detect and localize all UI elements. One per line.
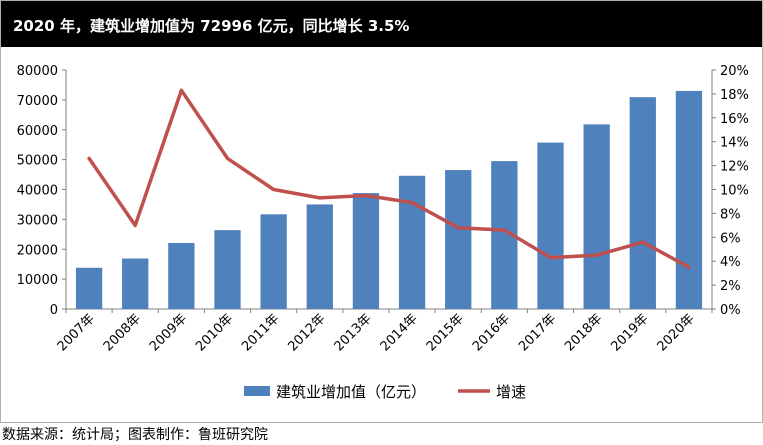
y-right-tick-label: 20% xyxy=(720,64,749,79)
y-left-tick-label: 40000 xyxy=(17,184,58,199)
line-point xyxy=(502,228,506,232)
combo-chart: 0 10000 20000 30000 40000 50000 60000 70000 8000… xyxy=(17,64,749,401)
legend-bar-swatch xyxy=(244,386,270,396)
bar xyxy=(122,258,149,309)
x-tick-label: 2015年 xyxy=(424,311,467,354)
y-left-tick-label: 0 xyxy=(50,303,58,318)
bar xyxy=(398,175,426,309)
y-left-tick-label: 80000 xyxy=(17,64,58,79)
y-right-tick-label: 8% xyxy=(720,207,741,222)
line-point xyxy=(641,240,645,244)
chart-title: 2020 年，建筑业增加值为 72996 亿元，同比增长 3.5% xyxy=(13,17,410,35)
bar xyxy=(537,142,564,309)
x-tick-label: 2020年 xyxy=(655,311,698,354)
y-left-tick-label: 50000 xyxy=(17,154,58,169)
x-tick-label: 2014年 xyxy=(378,311,421,354)
line-point xyxy=(318,196,322,200)
bar xyxy=(445,170,472,309)
line-point xyxy=(87,156,91,160)
line-point xyxy=(456,226,460,230)
title-bar: 2020 年，建筑业增加值为 72996 亿元，同比增长 3.5% xyxy=(1,1,762,47)
line-point xyxy=(687,265,691,269)
x-tick-label: 2007年 xyxy=(55,311,98,354)
line-point xyxy=(272,188,276,191)
bar-series xyxy=(75,90,703,309)
x-tick-label: 2009年 xyxy=(147,311,190,354)
line-point xyxy=(364,193,368,197)
y-right-tick-label: 16% xyxy=(720,112,749,127)
line-point xyxy=(549,256,552,260)
bar xyxy=(629,97,656,309)
y-left-tick-label: 30000 xyxy=(17,213,58,228)
x-tick-label: 2008年 xyxy=(101,311,144,354)
bar xyxy=(583,124,610,309)
line-point xyxy=(226,156,229,160)
y-left-tick-label: 10000 xyxy=(17,273,58,288)
line-series xyxy=(87,88,691,269)
axes: 0 10000 20000 30000 40000 50000 60000 70000 8000… xyxy=(17,64,749,318)
y-right-tick-label: 14% xyxy=(720,136,749,151)
bar xyxy=(75,267,103,309)
bar xyxy=(306,204,333,309)
source-note: 数据来源：统计局；图表制作：鲁班研究院 xyxy=(2,427,268,443)
x-tick-label: 2018年 xyxy=(562,311,605,354)
y-right-tick-label: 2% xyxy=(720,279,741,294)
legend: 建筑业增加值（亿元） 增速 xyxy=(244,383,526,401)
y-left-tick-label: 60000 xyxy=(17,124,58,139)
y-left-tick-label: 70000 xyxy=(17,94,58,109)
growth-line xyxy=(87,88,691,269)
bar xyxy=(675,90,703,309)
x-tick-label: 2017年 xyxy=(516,311,559,354)
bar xyxy=(168,242,195,309)
y-right-tick-label: 6% xyxy=(720,231,741,246)
legend-line-label: 增速 xyxy=(496,383,526,401)
x-tick-label: 2012年 xyxy=(285,311,328,354)
legend-bar-label: 建筑业增加值（亿元） xyxy=(276,383,426,401)
line-point xyxy=(595,253,599,257)
y-left-tick-label: 20000 xyxy=(17,243,58,258)
x-tick-labels: 2007年 2008年 2009年 2010年 2011年 2012年 2013年 2014年… xyxy=(55,309,713,354)
y-right-tick-label: 10% xyxy=(720,184,749,199)
y-right-tick-label: 4% xyxy=(720,255,741,270)
x-tick-label: 2013年 xyxy=(332,311,375,354)
x-tick-label: 2019年 xyxy=(608,311,651,354)
line-point xyxy=(410,201,414,205)
x-tick-label: 2010年 xyxy=(193,311,236,354)
line-point xyxy=(133,223,137,227)
x-tick-label: 2016年 xyxy=(470,311,513,354)
y-right-tick-label: 0% xyxy=(720,303,741,318)
x-tick-label: 2011年 xyxy=(239,311,282,354)
y-right-tick-label: 18% xyxy=(720,88,749,103)
bar xyxy=(214,230,241,309)
y-right-tick-label: 12% xyxy=(720,160,749,175)
bar xyxy=(352,193,380,309)
bar xyxy=(260,214,287,309)
line-point xyxy=(179,88,183,92)
